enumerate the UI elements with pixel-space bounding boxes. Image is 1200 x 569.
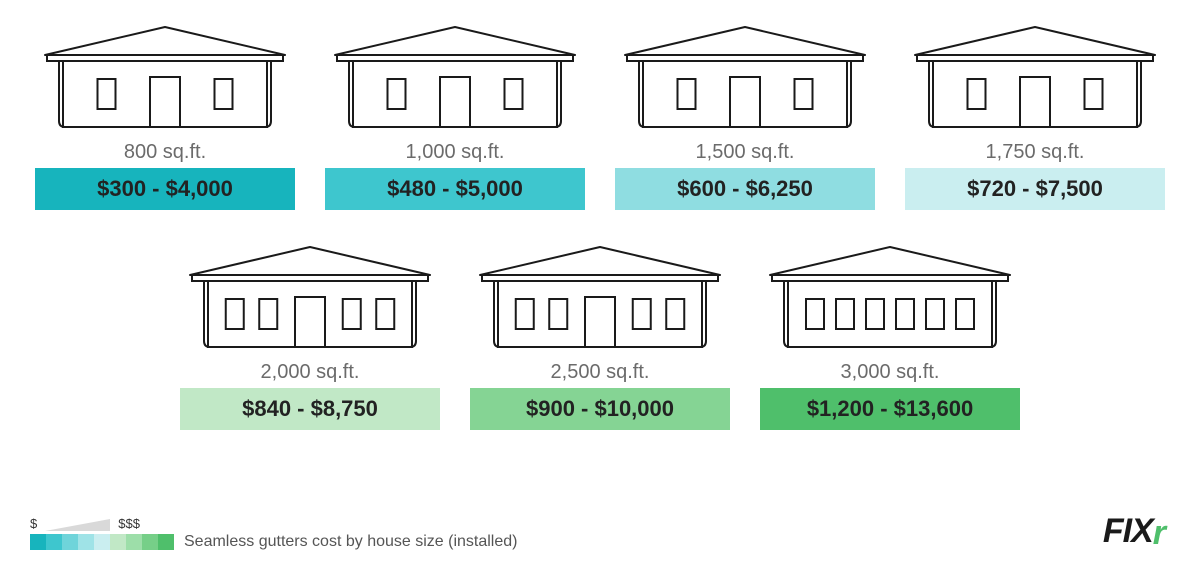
house-size-label: 3,000 sq.ft. xyxy=(841,361,940,384)
house-size-label: 1,500 sq.ft. xyxy=(696,141,795,164)
house-price-range: $900 - $10,000 xyxy=(470,388,730,430)
house-price-range: $840 - $8,750 xyxy=(180,388,440,430)
legend-high-label: $$$ xyxy=(118,516,140,531)
house-icon xyxy=(325,15,585,135)
house-icon xyxy=(760,235,1020,355)
legend-swatch xyxy=(126,534,142,550)
house-price-range: $300 - $4,000 xyxy=(35,168,295,210)
house-price-range: $1,200 - $13,600 xyxy=(760,388,1020,430)
legend-low-label: $ xyxy=(30,516,37,531)
legend-swatches xyxy=(30,534,174,550)
legend: $ $$$ Seamless gutters cost by house siz… xyxy=(30,516,517,551)
house-price-range: $600 - $6,250 xyxy=(615,168,875,210)
house-price-range: $720 - $7,500 xyxy=(905,168,1165,210)
house-card: 2,500 sq.ft. $900 - $10,000 xyxy=(470,235,730,430)
legend-swatch xyxy=(158,534,174,550)
house-card: 1,000 sq.ft. $480 - $5,000 xyxy=(325,15,585,210)
legend-caption: Seamless gutters cost by house size (ins… xyxy=(184,533,517,551)
brand-logo: FIXr xyxy=(1103,512,1165,551)
house-size-label: 1,750 sq.ft. xyxy=(986,141,1085,164)
legend-swatches-row: Seamless gutters cost by house size (ins… xyxy=(30,533,517,551)
legend-swatch xyxy=(78,534,94,550)
house-size-label: 800 sq.ft. xyxy=(124,141,206,164)
house-card: 2,000 sq.ft. $840 - $8,750 xyxy=(180,235,440,430)
legend-swatch xyxy=(62,534,78,550)
house-icon xyxy=(470,235,730,355)
house-row-2: 2,000 sq.ft. $840 - $8,750 2,500 sq.ft. $90… xyxy=(30,235,1170,430)
house-price-range: $480 - $5,000 xyxy=(325,168,585,210)
house-size-label: 2,500 sq.ft. xyxy=(551,361,650,384)
legend-swatch xyxy=(142,534,158,550)
house-icon xyxy=(180,235,440,355)
legend-swatch xyxy=(110,534,126,550)
house-card: 800 sq.ft. $300 - $4,000 xyxy=(35,15,295,210)
legend-swatch xyxy=(46,534,62,550)
legend-wedge-icon xyxy=(45,519,110,531)
house-size-label: 1,000 sq.ft. xyxy=(406,141,505,164)
brand-accent: r xyxy=(1153,514,1165,553)
brand-text: FIX xyxy=(1103,512,1153,551)
legend-scale: $ $$$ xyxy=(30,516,517,531)
house-card: 1,500 sq.ft. $600 - $6,250 xyxy=(615,15,875,210)
house-icon xyxy=(35,15,295,135)
legend-swatch xyxy=(94,534,110,550)
house-icon xyxy=(905,15,1165,135)
house-card: 3,000 sq.ft. $1,200 - $13,600 xyxy=(760,235,1020,430)
house-icon xyxy=(615,15,875,135)
house-size-label: 2,000 sq.ft. xyxy=(261,361,360,384)
legend-swatch xyxy=(30,534,46,550)
house-row-1: 800 sq.ft. $300 - $4,000 1,000 sq.ft. $480 … xyxy=(30,15,1170,210)
house-card: 1,750 sq.ft. $720 - $7,500 xyxy=(905,15,1165,210)
